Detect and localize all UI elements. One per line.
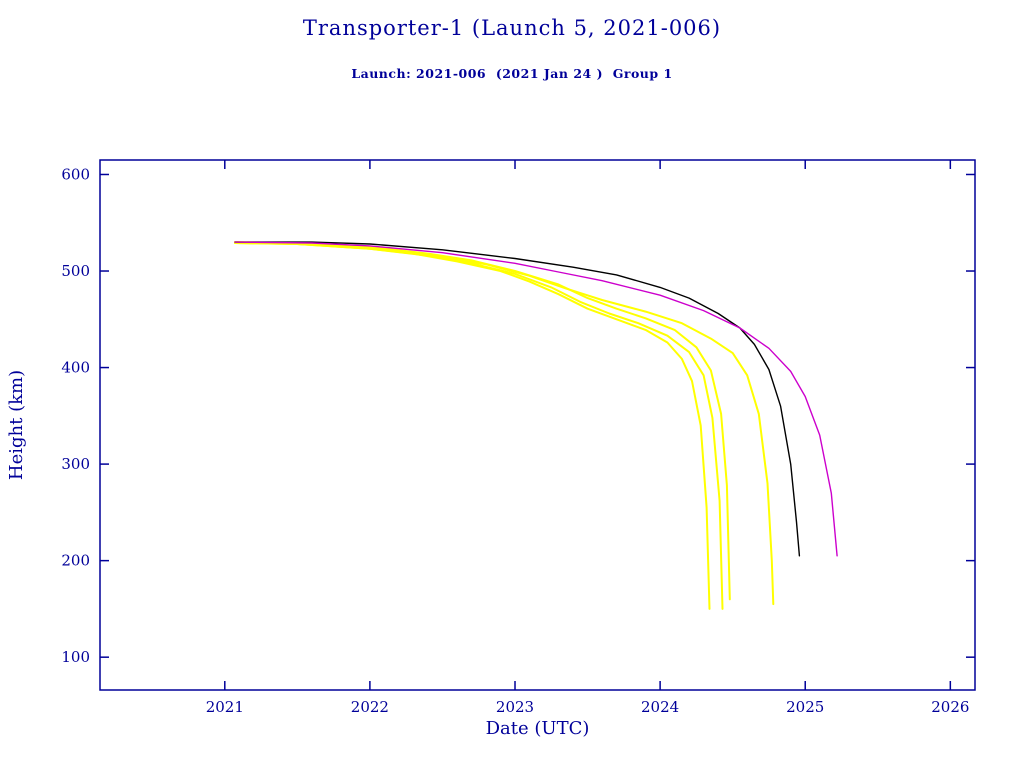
- y-tick-label: 600: [61, 165, 90, 183]
- chart-subtitle: Launch: 2021-006 (2021 Jan 24 ) Group 1: [351, 66, 673, 81]
- y-tick-label: 400: [61, 359, 90, 377]
- plot-frame: [99, 159, 976, 691]
- series-object-6-magenta: [234, 241, 838, 557]
- x-tick-label: 2022: [351, 698, 389, 716]
- x-tick-label: 2026: [931, 698, 969, 716]
- x-tick-label: 2023: [496, 698, 534, 716]
- x-tick-label: 2024: [641, 698, 679, 716]
- y-tick-label: 300: [61, 455, 90, 473]
- x-axis-label: Date (UTC): [485, 718, 590, 739]
- y-axis-label: Height (km): [6, 370, 27, 480]
- x-tick-label: 2025: [786, 698, 824, 716]
- series-object-5-black: [234, 241, 801, 557]
- series-object-3-yellow: [234, 241, 731, 601]
- series-object-2-yellow: [234, 241, 724, 610]
- y-tick-label: 200: [61, 552, 90, 570]
- chart-title: Transporter-1 (Launch 5, 2021-006): [302, 16, 722, 40]
- y-tick-label: 100: [61, 648, 90, 666]
- series-object-1-yellow: [234, 242, 711, 610]
- series-object-4-yellow: [234, 242, 775, 606]
- y-tick-label: 500: [61, 262, 90, 280]
- x-tick-label: 2021: [206, 698, 244, 716]
